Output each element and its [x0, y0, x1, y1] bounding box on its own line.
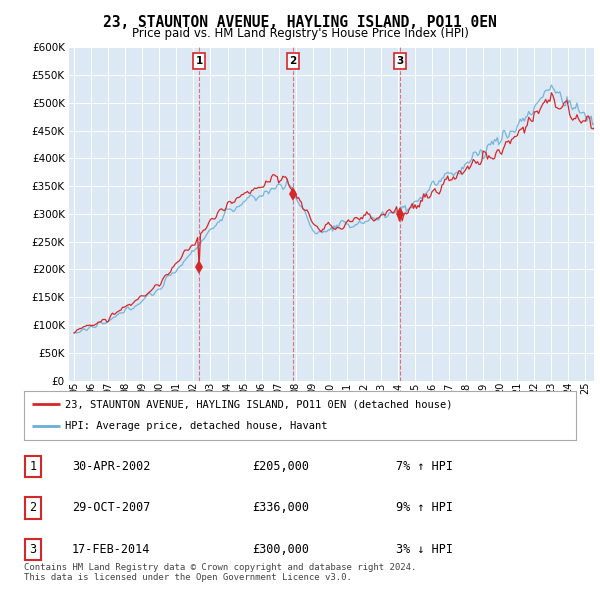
Text: 30-APR-2002: 30-APR-2002 [72, 460, 151, 473]
Text: £336,000: £336,000 [252, 502, 309, 514]
Text: 1: 1 [196, 56, 203, 66]
Text: 7% ↑ HPI: 7% ↑ HPI [396, 460, 453, 473]
Text: 3% ↓ HPI: 3% ↓ HPI [396, 543, 453, 556]
Text: 23, STAUNTON AVENUE, HAYLING ISLAND, PO11 0EN: 23, STAUNTON AVENUE, HAYLING ISLAND, PO1… [103, 15, 497, 30]
Text: £205,000: £205,000 [252, 460, 309, 473]
Text: 3: 3 [397, 56, 404, 66]
Text: 9% ↑ HPI: 9% ↑ HPI [396, 502, 453, 514]
Text: 2: 2 [289, 56, 296, 66]
Text: HPI: Average price, detached house, Havant: HPI: Average price, detached house, Hava… [65, 421, 328, 431]
Text: Contains HM Land Registry data © Crown copyright and database right 2024.
This d: Contains HM Land Registry data © Crown c… [24, 563, 416, 582]
Text: 1: 1 [29, 460, 37, 473]
Text: 23, STAUNTON AVENUE, HAYLING ISLAND, PO11 0EN (detached house): 23, STAUNTON AVENUE, HAYLING ISLAND, PO1… [65, 399, 453, 409]
Text: 17-FEB-2014: 17-FEB-2014 [72, 543, 151, 556]
Text: 3: 3 [29, 543, 37, 556]
Text: 2: 2 [29, 502, 37, 514]
Text: 29-OCT-2007: 29-OCT-2007 [72, 502, 151, 514]
Text: Price paid vs. HM Land Registry's House Price Index (HPI): Price paid vs. HM Land Registry's House … [131, 27, 469, 40]
Text: £300,000: £300,000 [252, 543, 309, 556]
